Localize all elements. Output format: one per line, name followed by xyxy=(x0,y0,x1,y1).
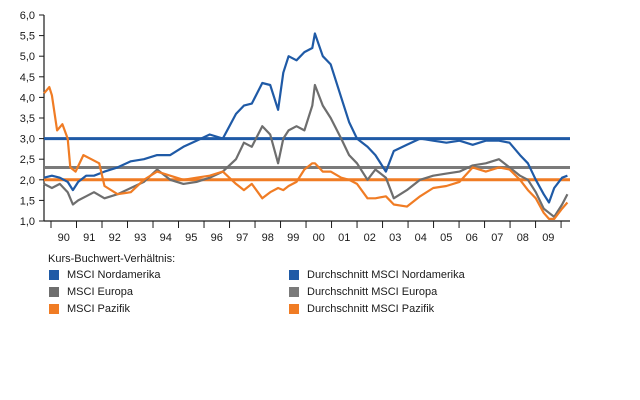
legend-swatch xyxy=(49,304,59,314)
x-tick-label: 90 xyxy=(58,232,70,244)
x-tick-label: 97 xyxy=(236,232,248,244)
legend-swatch xyxy=(49,287,59,297)
series-line xyxy=(43,83,569,218)
y-tick-label: 5,0 xyxy=(20,51,35,63)
y-tick-label: 5,5 xyxy=(20,31,35,43)
legend-label: Durchschnitt MSCI Nordamerika xyxy=(307,269,465,281)
chart: 1,0 1,5 2,0 2,5 3,0 3,5 4,0 4,5 5,0 5,5 6,0 90 91 92… xyxy=(20,10,570,244)
legend-label: MSCI Nordamerika xyxy=(67,269,161,281)
legend-label: Durchschnitt MSCI Europa xyxy=(307,286,438,298)
y-axis: 1,0 1,5 2,0 2,5 3,0 3,5 4,0 4,5 5,0 5,5 6,0 xyxy=(20,10,45,228)
y-tick-label: 3,5 xyxy=(20,113,35,125)
y-tick-label: 2,5 xyxy=(20,154,35,166)
legend-swatch xyxy=(289,287,299,297)
series-line xyxy=(43,85,569,220)
series-lines xyxy=(43,32,569,220)
series-line xyxy=(43,32,568,204)
x-tick-label: 07 xyxy=(491,232,503,244)
y-tick-label: 2,0 xyxy=(20,175,35,187)
legend-item: Durchschnitt MSCI Nordamerika xyxy=(289,268,465,282)
x-tick-label: 93 xyxy=(134,232,146,244)
x-tick-label: 99 xyxy=(287,232,299,244)
legend-swatch xyxy=(289,304,299,314)
legend-item: Durchschnitt MSCI Pazifik xyxy=(289,302,434,316)
legend-label: MSCI Pazifik xyxy=(67,303,130,315)
legend-title: Kurs-Buchwert-Verhältnis: xyxy=(48,253,176,265)
y-tick-label: 4,5 xyxy=(20,72,35,84)
x-axis: 90 91 92 93 94 95 96 97 98 99 00 01 02 03 04 05 06 07 08 09 xyxy=(44,220,570,244)
average-lines xyxy=(44,137,570,182)
x-tick-label: 04 xyxy=(415,232,427,244)
legend-swatch xyxy=(289,270,299,280)
x-tick-label: 96 xyxy=(211,232,223,244)
x-tick-label: 08 xyxy=(517,232,529,244)
legend-item: MSCI Nordamerika xyxy=(49,268,161,282)
x-tick-label: 02 xyxy=(364,232,376,244)
legend-swatch xyxy=(49,270,59,280)
y-tick-label: 1,0 xyxy=(20,216,35,228)
legend-label: MSCI Europa xyxy=(67,286,134,298)
x-tick-label: 06 xyxy=(466,232,478,244)
legend-item: MSCI Europa xyxy=(49,285,133,299)
legend-label: Durchschnitt MSCI Pazifik xyxy=(307,303,435,315)
legend-item: Durchschnitt MSCI Europa xyxy=(289,285,437,299)
y-tick-label: 6,0 xyxy=(20,10,35,22)
x-tick-label: 95 xyxy=(185,232,197,244)
x-tick-label: 98 xyxy=(262,232,274,244)
x-tick-label: 91 xyxy=(83,232,95,244)
x-tick-label: 92 xyxy=(109,232,121,244)
y-tick-label: 4,0 xyxy=(20,92,35,104)
y-tick-label: 3,0 xyxy=(20,134,35,146)
x-tick-label: 00 xyxy=(313,232,325,244)
y-tick-label: 1,5 xyxy=(20,195,35,207)
x-tick-label: 05 xyxy=(440,232,452,244)
x-tick-label: 01 xyxy=(338,232,350,244)
legend-item: MSCI Pazifik xyxy=(49,302,130,316)
x-tick-label: 94 xyxy=(160,232,172,244)
x-tick-label: 09 xyxy=(542,232,554,244)
x-tick-label: 03 xyxy=(389,232,401,244)
